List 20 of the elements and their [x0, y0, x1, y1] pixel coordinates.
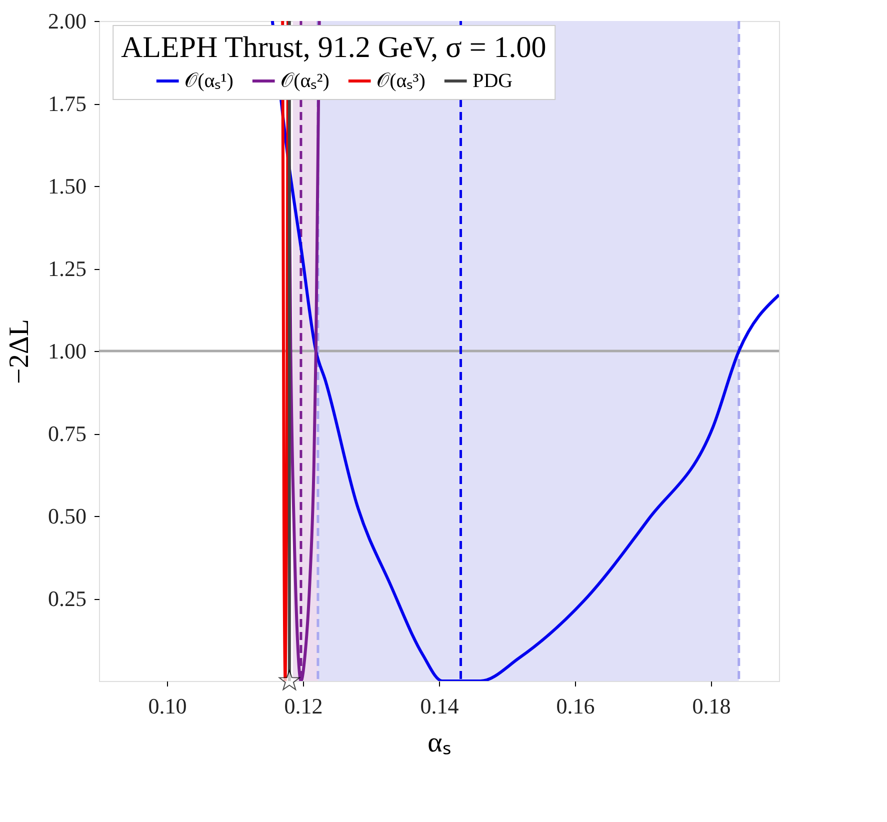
y-tick-label: 0.75 [48, 421, 86, 446]
legend-label: 𝒪(αₛ²) [280, 70, 330, 92]
y-tick-label: 1.75 [48, 91, 86, 116]
legend-label: 𝒪(αₛ¹) [184, 70, 234, 92]
y-axis-title: −2ΔL [4, 319, 35, 384]
legend-label: 𝒪(αₛ³) [376, 70, 426, 92]
x-axis-title: αₛ [428, 728, 452, 758]
x-tick-label: 0.12 [284, 694, 323, 718]
legend-label: PDG [472, 70, 513, 92]
x-tick-label: 0.16 [556, 694, 595, 718]
y-tick-label: 1.25 [48, 256, 86, 281]
x-tick-label: 0.10 [148, 694, 187, 718]
x-tick-label: 0.14 [420, 694, 459, 718]
y-tick-label: 1.50 [48, 174, 86, 198]
x-tick-label: 0.18 [692, 694, 731, 718]
legend-title: ALEPH Thrust, 91.2 GeV, σ = 1.00 [120, 31, 546, 64]
y-tick-label: 0.25 [48, 586, 86, 611]
y-tick-label: 0.50 [48, 504, 86, 528]
y-tick-label: 2.00 [48, 8, 86, 34]
y-tick-label: 1.00 [48, 338, 86, 364]
